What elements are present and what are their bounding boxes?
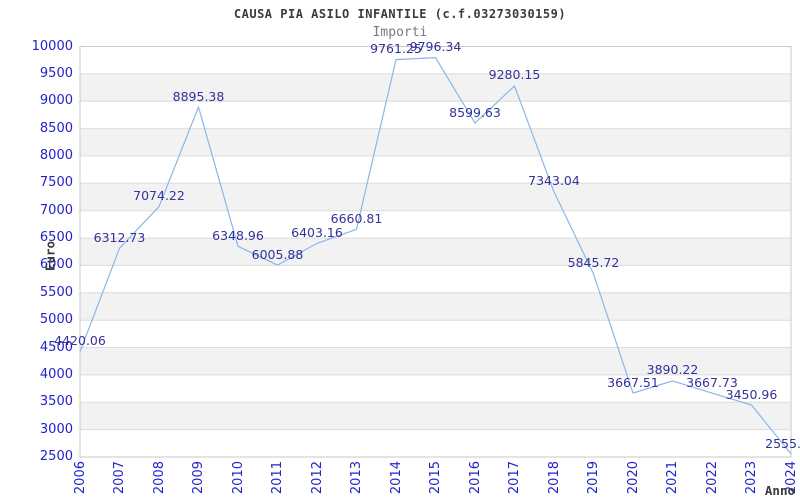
x-axis-title: Anno [764,483,795,498]
data-point-label: 2555.66 [765,435,800,451]
x-tick-label: 2017 [507,461,522,495]
data-point-label: 6403.16 [291,224,343,240]
y-tick-label: 3000 [39,421,73,437]
chart-subtitle: Importi [372,25,428,40]
y-tick-label: 2500 [39,449,73,464]
plot-band [80,402,791,430]
y-tick-label: 6500 [39,230,73,246]
x-tick-label: 2021 [665,461,680,495]
data-point-label: 8599.63 [449,104,501,120]
data-point-label: 7343.04 [528,173,580,189]
x-tick-label: 2020 [625,461,641,495]
x-tick-label: 2022 [704,461,720,495]
data-point-label: 3667.73 [686,374,738,390]
plot-border [79,46,792,458]
y-tick-label: 4500 [39,339,73,355]
data-point-label: 6005.88 [251,246,304,262]
data-point-label: 9761.25 [370,41,422,57]
plot-band [80,183,791,211]
x-tick-label: 2012 [309,461,325,495]
series-line [79,56,792,455]
x-tick-label: 2018 [546,461,562,495]
plot-band [80,73,791,102]
data-point-label: 8895.38 [172,88,225,104]
x-tick-label: 2008 [151,461,167,495]
data-point-label: 9280.15 [488,67,541,83]
x-tick-label: 2023 [744,461,759,495]
x-tick-label: 2010 [230,461,246,495]
data-point-label: 3450.96 [725,386,778,402]
data-point-label: 7074.22 [133,188,185,204]
x-tick-label: 2014 [388,461,404,495]
data-point-label: 4420.06 [54,333,106,349]
y-tick-label: 7000 [39,202,73,218]
x-tick-label: 2019 [586,461,601,495]
plot-band [80,238,791,266]
x-tick-label: 2009 [191,461,206,495]
x-tick-label: 2013 [349,461,364,495]
y-tick-label: 7500 [39,175,73,191]
x-tick-label: 2006 [72,461,88,495]
y-axis-title: Euro [42,240,58,272]
data-point-label: 5845.72 [567,255,620,271]
data-point-label: 6312.73 [93,229,146,245]
data-point-label: 6660.81 [330,210,383,226]
y-tick-label: 10000 [31,38,73,54]
y-tick-label: 5000 [39,312,73,328]
y-tick-label: 3500 [39,394,73,410]
x-tick-label: 2011 [270,461,285,495]
chart-title: CAUSA PIA ASILO INFANTILE (c.f.032730301… [233,7,567,21]
y-tick-label: 9000 [39,93,73,109]
data-point-label: 9796.34 [409,39,462,55]
plot-band [80,292,791,321]
data-point-label: 3890.22 [646,362,699,378]
y-tick-label: 9500 [39,65,73,81]
y-tick-label: 5500 [39,284,73,300]
plot-band [80,128,791,156]
x-tick-label: 2007 [112,461,127,495]
y-tick-label: 4000 [39,366,73,382]
data-point-label: 3667.51 [607,374,659,390]
y-tick-label: 8000 [39,147,73,163]
x-tick-label: 2015 [428,461,443,495]
x-tick-label: 2016 [467,461,483,495]
y-tick-label: 6000 [39,257,73,273]
data-point-label: 6348.96 [212,227,264,243]
plot-band [80,347,791,375]
y-tick-label: 8500 [39,120,73,136]
